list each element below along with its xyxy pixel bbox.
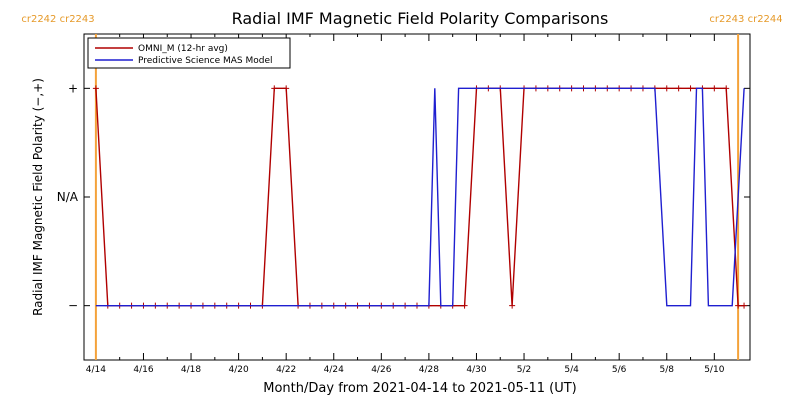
x-tick-label: 5/6 — [612, 365, 627, 375]
x-tick-label: 5/2 — [517, 365, 531, 375]
legend: OMNI_M (12-hr avg) Predictive Science MA… — [87, 37, 291, 69]
x-axis: 4/14 4/16 4/18 4/20 4/22 4/24 4/26 4/28 4/30 5/2 5… — [86, 34, 739, 375]
omni-data-point — [675, 85, 682, 92]
y-tick-label: − — [68, 299, 78, 313]
x-tick-label: 5/8 — [660, 365, 675, 375]
omni-data-point — [687, 85, 694, 92]
omni-data-point — [509, 302, 516, 309]
x-tick-label: 4/28 — [419, 365, 439, 375]
series-group — [92, 85, 748, 309]
omni-data-point — [283, 85, 290, 92]
y-axis: + N/A − — [57, 81, 750, 313]
chart-title: Radial IMF Magnetic Field Polarity Compa… — [232, 9, 609, 28]
y-tick-label: + — [68, 81, 78, 95]
cr-label-right: cr2243 cr2244 — [709, 14, 782, 25]
x-axis-label: Month/Day from 2021-04-14 to 2021-05-11 … — [263, 381, 576, 396]
cr-label-left: cr2242 cr2243 — [21, 14, 94, 25]
legend-box — [87, 37, 291, 69]
x-tick-label: 4/14 — [86, 365, 106, 375]
y-axis-label: Radial IMF Magnetic Field Polarity (−,+) — [31, 78, 45, 316]
x-tick-label: 4/18 — [181, 365, 201, 375]
x-tick-label: 5/4 — [564, 365, 579, 375]
model-series-line — [95, 87, 745, 307]
omni-data-point — [92, 85, 99, 92]
legend-label-model: Predictive Science MAS Model — [138, 56, 273, 66]
x-tick-label: 4/20 — [228, 365, 248, 375]
omni-data-point — [271, 85, 278, 92]
x-tick-label: 4/22 — [276, 365, 296, 375]
plot-frame — [83, 33, 751, 361]
y-tick-label: N/A — [57, 190, 79, 204]
x-tick-label: 5/10 — [704, 365, 724, 375]
omni-data-point — [735, 302, 742, 309]
x-tick-label: 4/26 — [371, 365, 391, 375]
carrington-lines — [94, 34, 740, 360]
omni-data-point — [711, 85, 718, 92]
x-tick-label: 4/24 — [324, 365, 344, 375]
x-tick-label: 4/30 — [466, 365, 486, 375]
legend-label-omni: OMNI_M (12-hr avg) — [138, 44, 228, 54]
omni-data-point — [461, 302, 468, 309]
omni-data-point — [741, 302, 748, 309]
omni-data-point — [663, 85, 670, 92]
x-tick-label: 4/16 — [133, 365, 153, 375]
omni-series-line — [95, 87, 745, 307]
omni-data-point — [723, 85, 730, 92]
